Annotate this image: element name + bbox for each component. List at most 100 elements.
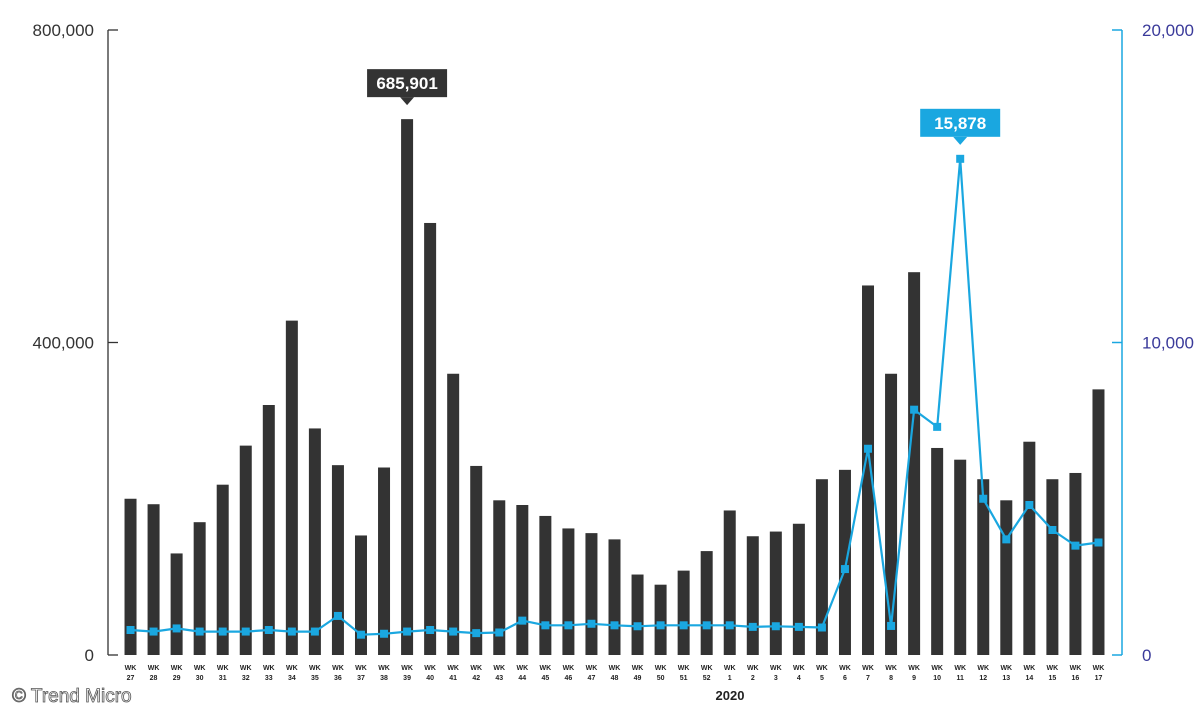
x-label-prefix: WK <box>240 665 252 672</box>
x-label-prefix: WK <box>148 665 160 672</box>
x-label-prefix: WK <box>217 665 229 672</box>
x-label-week: 11 <box>956 675 964 682</box>
bar-wk-1 <box>723 510 736 655</box>
x-label-prefix: WK <box>263 665 275 672</box>
line-point-wk-46 <box>564 621 573 630</box>
callout-pointer <box>400 97 415 106</box>
bar-wk-51 <box>677 570 690 655</box>
line-point-wk-15 <box>1048 526 1057 534</box>
x-label-prefix: WK <box>977 665 989 672</box>
x-label-prefix: WK <box>540 665 552 672</box>
x-label-prefix: WK <box>862 665 874 672</box>
x-label-prefix: WK <box>724 665 736 672</box>
bar-wk-39 <box>401 119 414 656</box>
line-point-wk-42 <box>472 629 481 638</box>
x-label-prefix: WK <box>447 665 459 672</box>
x-label-prefix: WK <box>793 665 805 672</box>
line-point-wk-7 <box>864 444 873 453</box>
x-label-week: 7 <box>866 675 870 682</box>
x-label-prefix: WK <box>493 665 505 672</box>
bar-wk-43 <box>493 500 506 655</box>
line-point-wk-43 <box>495 628 504 637</box>
x-label-week: 45 <box>541 675 549 682</box>
x-label-week: 39 <box>403 675 411 682</box>
x-label-prefix: WK <box>171 665 183 672</box>
x-label-prefix: WK <box>678 665 690 672</box>
bar-wk-14 <box>1023 441 1036 655</box>
line-point-wk-1 <box>725 621 734 630</box>
x-label-week: 27 <box>127 675 135 682</box>
line-point-wk-29 <box>172 624 181 633</box>
line-point-wk-27 <box>126 626 135 634</box>
bar-wk-47 <box>585 533 598 655</box>
line-point-wk-45 <box>541 621 550 630</box>
x-label-prefix: WK <box>1047 665 1059 672</box>
x-label-prefix: WK <box>908 665 920 672</box>
line-point-wk-30 <box>195 627 204 636</box>
line-point-wk-9 <box>910 405 919 414</box>
x-label-week: 12 <box>979 675 987 682</box>
bar-wk-5 <box>815 479 828 655</box>
x-label-prefix: WK <box>401 665 413 672</box>
left-axis-tick-label: 400,000 <box>33 334 94 353</box>
x-label-week: 29 <box>173 675 181 682</box>
x-label-prefix: WK <box>1093 665 1105 672</box>
x-label-prefix: WK <box>1000 665 1012 672</box>
x-label-week: 49 <box>634 675 642 682</box>
line-point-wk-12 <box>979 494 988 503</box>
callout-label: 15,878 <box>934 114 986 133</box>
x-label-week: 16 <box>1072 675 1080 682</box>
x-label-prefix: WK <box>355 665 367 672</box>
x-label-week: 4 <box>797 675 801 682</box>
x-label-prefix: WK <box>470 665 482 672</box>
x-label-prefix: WK <box>286 665 298 672</box>
line-point-wk-4 <box>794 622 803 631</box>
x-label-prefix: WK <box>931 665 943 672</box>
bar-wk-28 <box>147 504 160 655</box>
bar-wk-11 <box>954 459 967 655</box>
x-label-prefix: WK <box>839 665 851 672</box>
x-label-week: 42 <box>472 675 480 682</box>
line-point-wk-51 <box>679 621 688 630</box>
right-axis-tick-label: 10,000 <box>1142 334 1194 353</box>
bar-wk-17 <box>1092 389 1105 655</box>
line-point-wk-3 <box>771 622 780 631</box>
bar-wk-8 <box>885 373 898 655</box>
x-label-week: 1 <box>728 675 732 682</box>
x-label-prefix: WK <box>632 665 644 672</box>
line-series <box>126 154 1103 639</box>
x-label-week: 33 <box>265 675 273 682</box>
x-label-prefix: WK <box>378 665 390 672</box>
x-label-week: 44 <box>518 675 526 682</box>
x-label-prefix: WK <box>516 665 528 672</box>
x-label-prefix: WK <box>885 665 897 672</box>
x-label-prefix: WK <box>125 665 137 672</box>
bar-wk-44 <box>516 505 529 655</box>
callout-box <box>920 108 1001 137</box>
x-label-week: 28 <box>150 675 158 682</box>
right-axis-tick-label: 0 <box>1142 646 1151 665</box>
x-label-prefix: WK <box>1070 665 1082 672</box>
x-label-prefix: WK <box>770 665 782 672</box>
line-point-wk-13 <box>1002 535 1011 544</box>
bar-wk-34 <box>285 320 298 655</box>
line-point-wk-40 <box>426 626 435 634</box>
bar-wk-29 <box>170 553 183 655</box>
x-label-week: 6 <box>843 675 847 682</box>
x-label-prefix: WK <box>655 665 667 672</box>
x-label-week: 5 <box>820 675 824 682</box>
x-label-week: 48 <box>611 675 619 682</box>
x-label-week: 36 <box>334 675 342 682</box>
x-label-prefix: WK <box>816 665 828 672</box>
line-point-wk-11 <box>956 154 965 163</box>
x-label-week: 14 <box>1025 675 1033 682</box>
bar-wk-50 <box>654 584 667 655</box>
line-point-wk-39 <box>403 627 412 636</box>
x-label-prefix: WK <box>747 665 759 672</box>
x-label-week: 31 <box>219 675 227 682</box>
x-axis-labels: WK27WK28WK29WK30WK31WK32WK33WK34WK35WK36… <box>125 665 1105 682</box>
bar-wk-49 <box>631 574 644 655</box>
line-point-wk-2 <box>748 622 757 631</box>
x-label-week: 34 <box>288 675 296 682</box>
